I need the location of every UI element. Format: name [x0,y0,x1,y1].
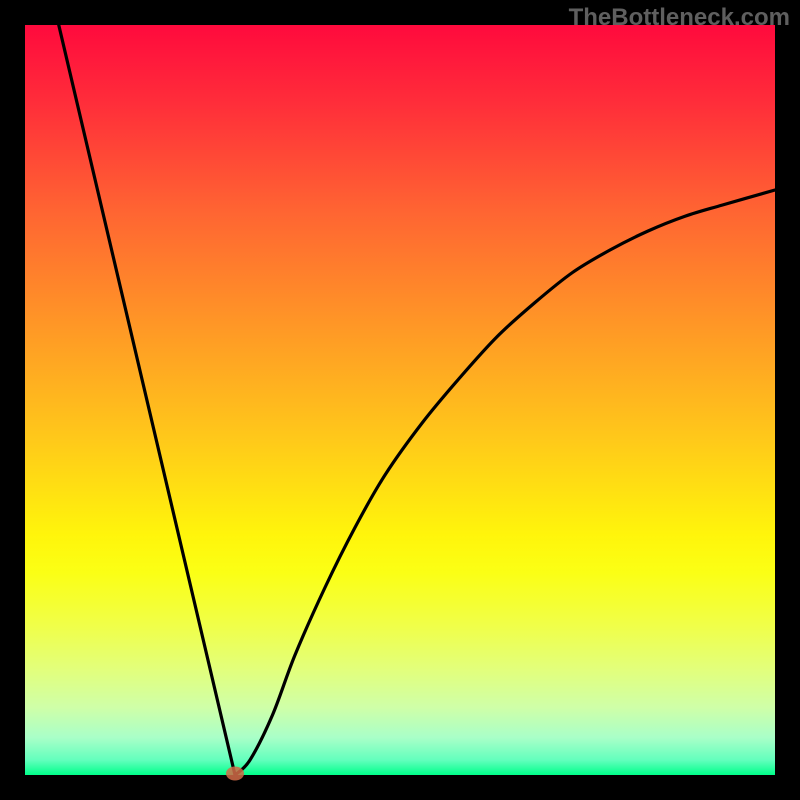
bottleneck-curve [59,25,775,775]
chart-container: TheBottleneck.com [0,0,800,800]
chart-plot [0,0,800,800]
minimum-marker [226,767,244,781]
watermark-text: TheBottleneck.com [569,4,790,32]
